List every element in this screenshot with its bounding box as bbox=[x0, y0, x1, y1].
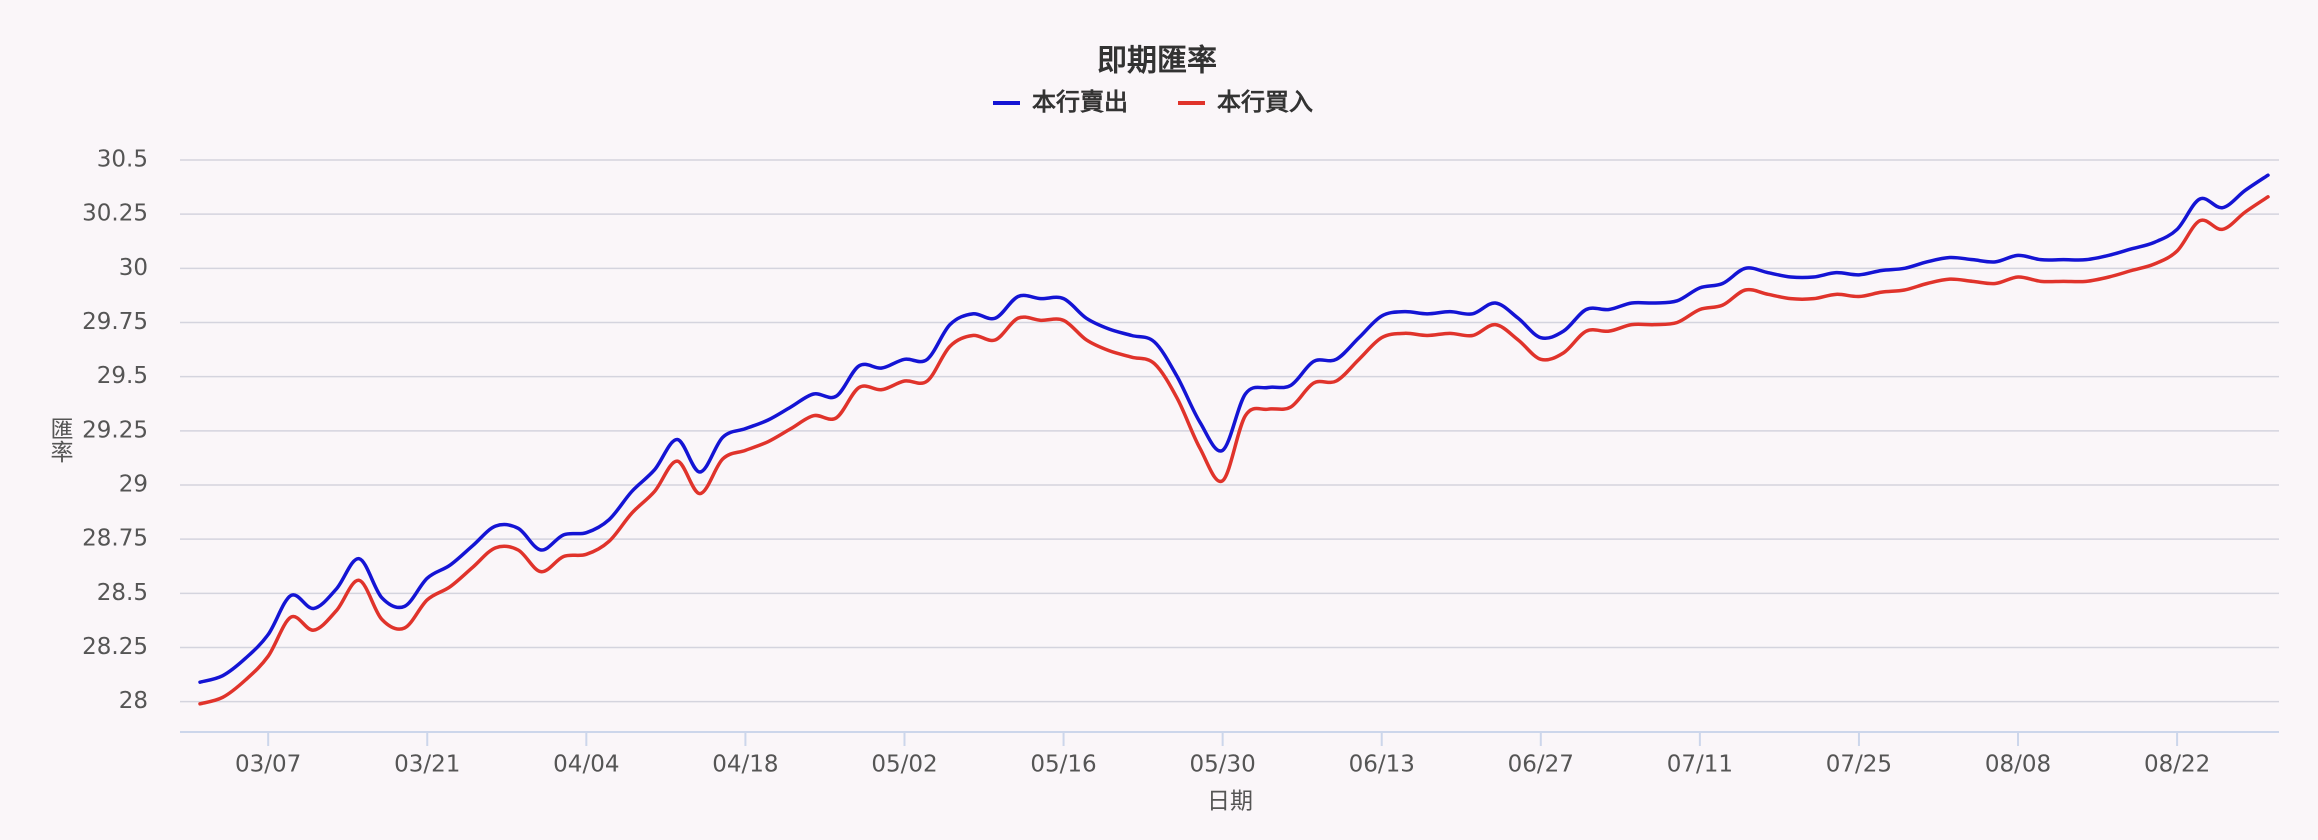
legend-label: 本行賣出 bbox=[1032, 88, 1128, 116]
y-tick-label: 29.5 bbox=[97, 363, 148, 389]
x-tick-label: 08/22 bbox=[2144, 752, 2210, 778]
x-tick-label: 05/16 bbox=[1030, 752, 1096, 778]
y-axis-label: 匯率 bbox=[46, 417, 73, 463]
y-tick-label: 30 bbox=[119, 255, 148, 281]
x-tick-label: 03/07 bbox=[235, 752, 301, 778]
y-tick-label: 29.75 bbox=[82, 309, 148, 335]
y-tick-label: 28.5 bbox=[97, 580, 148, 606]
x-tick-label: 03/21 bbox=[394, 752, 460, 778]
y-tick-label: 30.5 bbox=[97, 147, 148, 173]
x-tick-label: 04/18 bbox=[712, 752, 778, 778]
legend-label: 本行買入 bbox=[1217, 88, 1313, 116]
series-line bbox=[198, 195, 2270, 706]
y-tick-label: 29 bbox=[119, 472, 148, 498]
x-tick-label: 07/25 bbox=[1826, 752, 1892, 778]
y-tick-label: 30.25 bbox=[82, 201, 148, 227]
x-axis-label: 日期 bbox=[1207, 789, 1253, 815]
x-tick-label: 05/30 bbox=[1189, 752, 1255, 778]
y-tick-label: 29.25 bbox=[82, 417, 148, 443]
y-tick-label: 28 bbox=[119, 688, 148, 714]
series-line bbox=[198, 173, 2270, 684]
y-tick-label: 28.75 bbox=[82, 526, 148, 552]
y-tick-label: 28.25 bbox=[82, 634, 148, 660]
x-tick-label: 06/27 bbox=[1508, 752, 1574, 778]
x-tick-label: 08/08 bbox=[1985, 752, 2051, 778]
chart-title: 即期匯率 bbox=[1097, 44, 1217, 79]
x-tick-label: 04/04 bbox=[553, 752, 619, 778]
x-tick-label: 05/02 bbox=[871, 752, 937, 778]
x-tick-label: 06/13 bbox=[1349, 752, 1415, 778]
x-tick-label: 07/11 bbox=[1667, 752, 1733, 778]
